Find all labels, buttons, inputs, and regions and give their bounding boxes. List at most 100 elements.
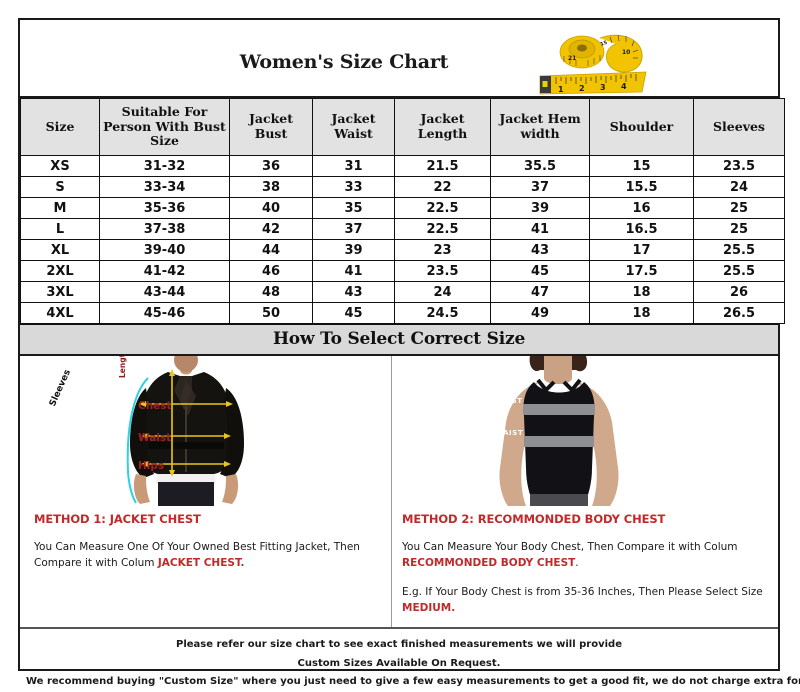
jacket-label-chest: Chest (138, 400, 172, 412)
cell-sleeves: 24 (693, 176, 785, 198)
cell-jacket-hem-width: 43 (490, 239, 590, 261)
method-2-title: METHOD 2: RECOMMONDED BODY CHEST (402, 512, 666, 526)
cell-jacket-length: 22.5 (394, 197, 491, 219)
cell-suitable-bust: 31-32 (99, 155, 230, 177)
cell-shoulder: 17 (589, 239, 694, 261)
table-row: S 33-34 38 33 22 37 15.5 24 (20, 176, 785, 198)
cell-jacket-hem-width: 47 (490, 281, 590, 303)
cell-sleeves: 26.5 (693, 302, 785, 324)
jacket-figure-wrap: Sleeves Length Chest Waist Hips (34, 356, 377, 506)
cell-shoulder: 16 (589, 197, 694, 219)
cell-sleeves: 25 (693, 218, 785, 240)
cell-jacket-waist: 33 (312, 176, 395, 198)
cell-jacket-bust: 50 (229, 302, 313, 324)
svg-text:4: 4 (621, 82, 627, 91)
svg-text:10: 10 (622, 49, 630, 56)
method-1-highlight: JACKET CHEST. (157, 557, 245, 570)
svg-text:2: 2 (579, 84, 585, 93)
column-header-jacket-bust: Jacket Bust (229, 98, 313, 156)
cell-jacket-length: 22 (394, 176, 491, 198)
cell-jacket-waist: 41 (312, 260, 395, 282)
cell-shoulder: 18 (589, 281, 694, 303)
column-header-jacket-length: Jacket Length (394, 98, 491, 156)
cell-jacket-hem-width: 41 (490, 218, 590, 240)
footer-line-2: Custom Sizes Available On Request. (297, 657, 501, 669)
svg-text:1: 1 (558, 85, 564, 94)
cell-shoulder: 15 (589, 155, 694, 177)
column-header-jacket-waist: Jacket Waist (312, 98, 395, 156)
cell-size: 4XL (20, 302, 100, 324)
footer-notes: Please refer our size chart to see exact… (20, 629, 800, 692)
title-band: Women's Size Chart 1 2 3 4 (20, 20, 778, 98)
cell-suitable-bust: 35-36 (99, 197, 230, 219)
cell-sleeves: 25.5 (693, 260, 785, 282)
footer-line-3: We recommend buying "Custom Size" where … (26, 676, 800, 687)
cell-shoulder: 18 (589, 302, 694, 324)
page-title: Women's Size Chart (239, 51, 449, 73)
table-row: M 35-36 40 35 22.5 39 16 25 (20, 197, 785, 219)
cell-jacket-waist: 35 (312, 197, 395, 219)
cell-sleeves: 25 (693, 197, 785, 219)
method-2-highlight-2: MEDIUM. (402, 601, 456, 614)
cell-size: XS (20, 155, 100, 177)
method-2-text-2: E.g. If Your Body Chest is from 35-36 In… (402, 585, 763, 598)
cell-jacket-bust: 48 (229, 281, 313, 303)
body-figure-wrap: CHEST WAIST (402, 356, 770, 506)
method-2-highlight-1: RECOMMONDED BODY CHEST (402, 557, 576, 570)
cell-jacket-hem-width: 45 (490, 260, 590, 282)
cell-jacket-waist: 39 (312, 239, 395, 261)
method-2-text-1: You Can Measure Your Body Chest, Then Co… (402, 541, 738, 553)
how-to-select-banner: How To Select Correct Size (20, 324, 778, 356)
cell-size: XL (20, 239, 100, 261)
cell-size: M (20, 197, 100, 219)
table-row: 4XL 45-46 50 45 24.5 49 18 26.5 (20, 302, 785, 324)
cell-size: 3XL (20, 281, 100, 303)
cell-jacket-waist: 45 (312, 302, 395, 324)
body-label-waist: WAIST (495, 429, 524, 437)
method-1-body: You Can Measure One Of Your Owned Best F… (34, 539, 377, 572)
cell-jacket-length: 22.5 (394, 218, 491, 240)
cell-suitable-bust: 41-42 (99, 260, 230, 282)
cell-jacket-length: 24 (394, 281, 491, 303)
cell-jacket-length: 23 (394, 239, 491, 261)
cell-jacket-bust: 44 (229, 239, 313, 261)
body-label-chest: CHEST (494, 397, 523, 405)
method-2-panel: CHEST WAIST METHOD 2: RECOMMONDED BODY C… (392, 356, 778, 627)
cell-suitable-bust: 43-44 (99, 281, 230, 303)
cell-shoulder: 16.5 (589, 218, 694, 240)
cell-jacket-bust: 46 (229, 260, 313, 282)
footer-line-1: Please refer our size chart to see exact… (176, 639, 622, 650)
cell-shoulder: 17.5 (589, 260, 694, 282)
svg-text:21: 21 (568, 55, 576, 62)
cell-suitable-bust: 39-40 (99, 239, 230, 261)
method-1-panel: Sleeves Length Chest Waist Hips METHOD 1… (20, 356, 392, 627)
method-2-body: You Can Measure Your Body Chest, Then Co… (402, 539, 770, 616)
cell-size: L (20, 218, 100, 240)
column-header-shoulder: Shoulder (589, 98, 694, 156)
cell-suitable-bust: 33-34 (99, 176, 230, 198)
cell-shoulder: 15.5 (589, 176, 694, 198)
cell-jacket-hem-width: 35.5 (490, 155, 590, 177)
jacket-measurement-illustration (96, 356, 276, 506)
cell-suitable-bust: 37-38 (99, 218, 230, 240)
table-row: 2XL 41-42 46 41 23.5 45 17.5 25.5 (20, 260, 785, 282)
cell-jacket-hem-width: 37 (490, 176, 590, 198)
cell-sleeves: 25.5 (693, 239, 785, 261)
method-1-title: METHOD 1: JACKET CHEST (34, 512, 201, 526)
table-header-row: Size Suitable For Person With Bust Size … (20, 98, 785, 156)
cell-jacket-hem-width: 49 (490, 302, 590, 324)
jacket-label-hips: Hips (138, 460, 165, 472)
method-1-text: You Can Measure One Of Your Owned Best F… (34, 541, 360, 570)
size-chart-table: Size Suitable For Person With Bust Size … (20, 98, 785, 324)
svg-text:3: 3 (600, 83, 606, 92)
body-measurement-illustration (434, 356, 684, 506)
column-header-sleeves: Sleeves (693, 98, 785, 156)
column-header-jacket-hem-width: Jacket Hem width (490, 98, 590, 156)
svg-text:15: 15 (600, 40, 609, 48)
table-body: XS 31-32 36 31 21.5 35.5 15 23.5 S 33-34… (20, 155, 785, 324)
jacket-label-sleeves: Sleeves (48, 368, 74, 409)
cell-jacket-bust: 42 (229, 218, 313, 240)
cell-sleeves: 23.5 (693, 155, 785, 177)
cell-jacket-waist: 43 (312, 281, 395, 303)
methods-section: Sleeves Length Chest Waist Hips METHOD 1… (20, 356, 778, 629)
